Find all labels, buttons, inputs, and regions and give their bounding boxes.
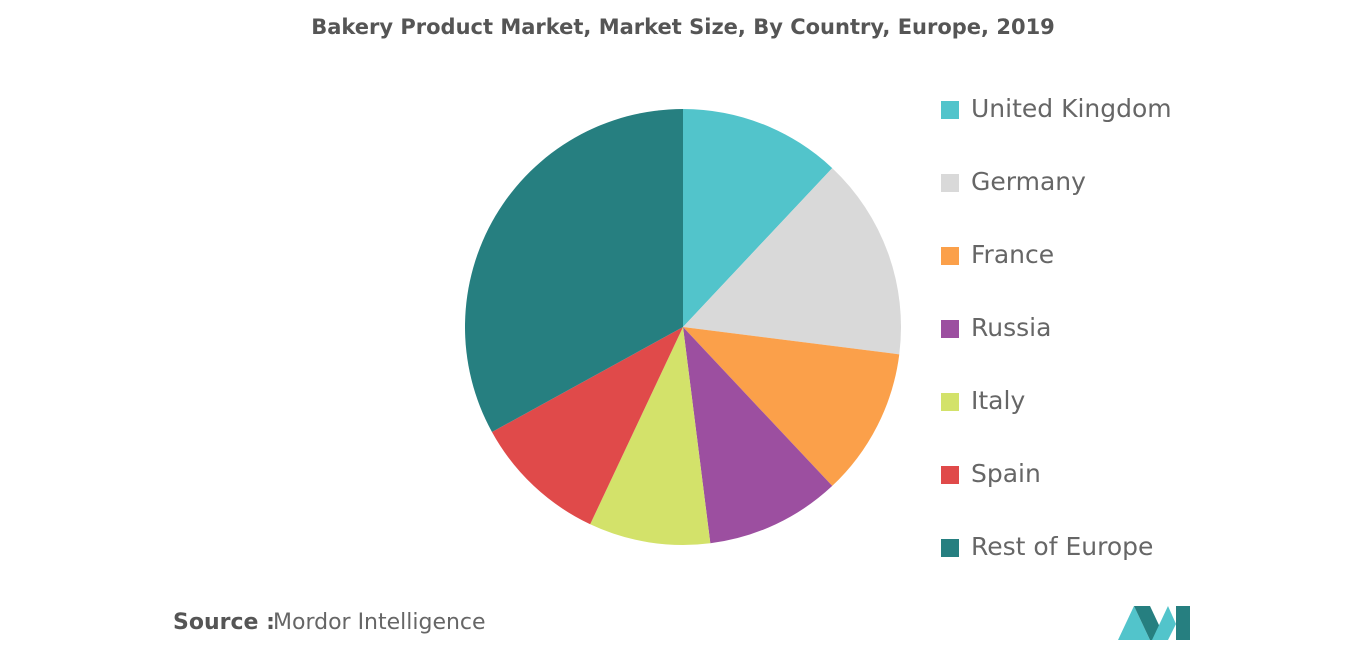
pie-slice [683,168,901,355]
source-text: Mordor Intelligence [273,610,486,635]
legend-label: Spain [971,459,1041,488]
logo [1118,606,1190,640]
legend-swatch [941,466,959,484]
legend-label: Rest of Europe [971,532,1153,561]
legend-swatch [941,393,959,411]
legend-swatch [941,320,959,338]
legend-label: Italy [971,386,1025,415]
pie-slice [683,327,900,486]
legend-swatch [941,539,959,557]
legend-label: United Kingdom [971,94,1172,123]
legend-swatch [941,247,959,265]
source-label: Source : [173,610,275,635]
pie-slice [683,109,833,327]
legend-swatch [941,174,959,192]
pie-slice [590,327,711,545]
legend-swatch [941,101,959,119]
pie-slice [465,109,683,433]
chart-title: Bakery Product Market, Market Size, By C… [311,15,1055,39]
legend-label: France [971,240,1054,269]
pie-slice [683,327,833,544]
legend-label: Germany [971,167,1086,196]
legend-label: Russia [971,313,1051,342]
pie-slice [491,327,683,525]
